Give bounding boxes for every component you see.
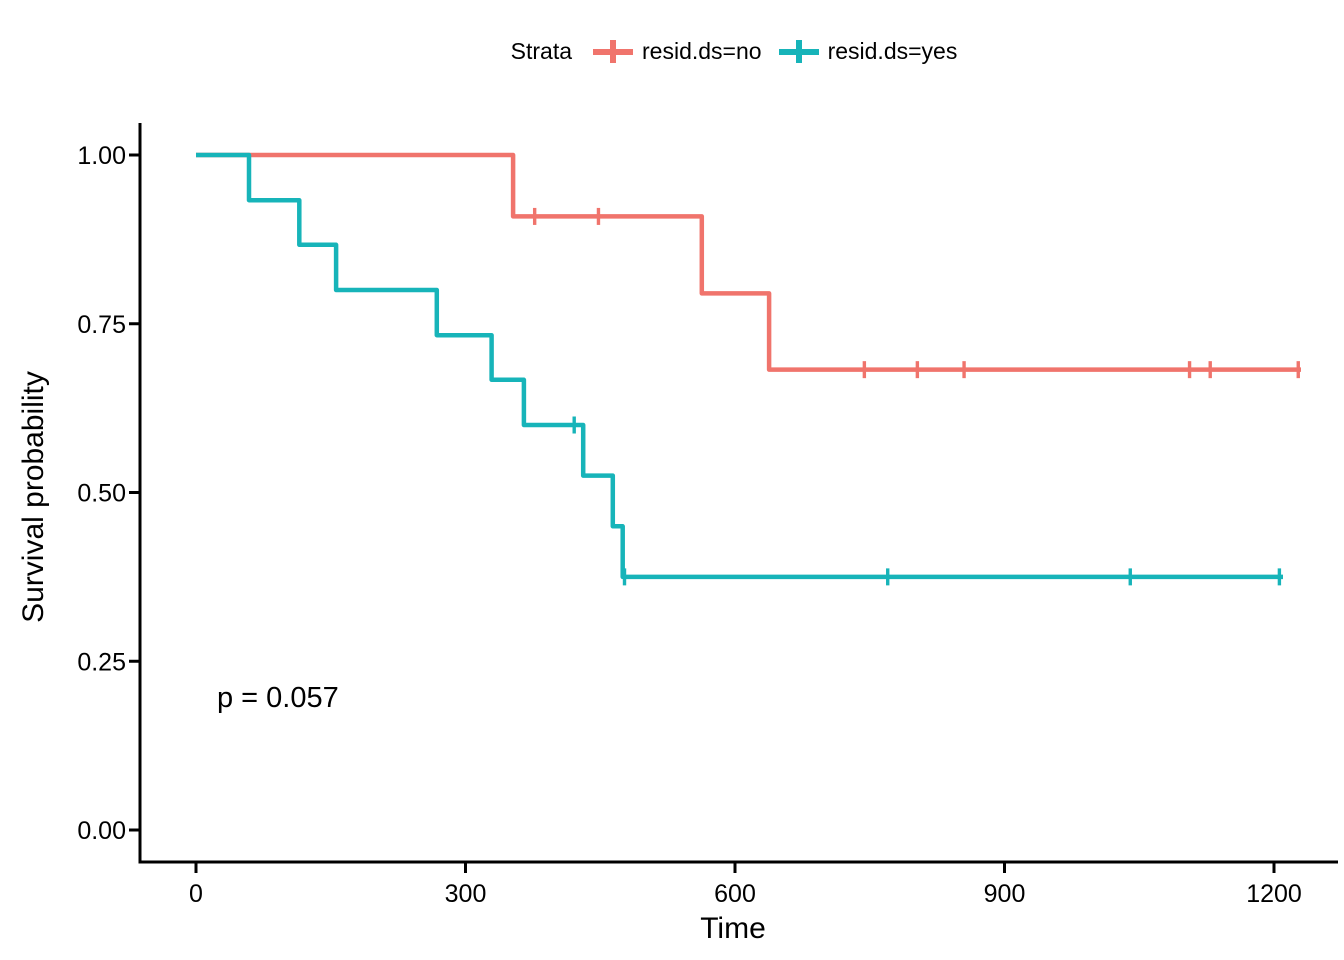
x-tick-label: 1200: [1246, 880, 1302, 908]
legend-title: Strata: [510, 38, 573, 64]
y-tick-label: 1.00: [77, 142, 126, 170]
legend: Strata resid.ds=no resid.ds=yes: [0, 37, 1344, 65]
x-axis-title: Time: [700, 912, 766, 945]
censor-plus-icon: [593, 39, 634, 64]
censor-plus-icon: [778, 39, 819, 64]
axis-lines: [138, 123, 1338, 864]
y-tick-label: 0.50: [77, 480, 126, 508]
legend-item-resid-ds-yes: resid.ds=yes: [778, 37, 958, 65]
legend-item-label: resid.ds=yes: [827, 38, 958, 64]
legend-item-resid-ds-no: resid.ds=no: [593, 37, 762, 65]
x-tick-label: 600: [714, 880, 756, 908]
survival-curve-resid.ds=no: [196, 152, 1301, 372]
p-value-annotation: p = 0.057: [217, 682, 339, 714]
legend-item-label: resid.ds=no: [642, 38, 762, 64]
y-tick-label: 0.25: [77, 648, 126, 676]
x-tick-label: 0: [189, 880, 203, 908]
y-tick-label: 0.75: [77, 311, 126, 339]
y-axis-title: Survival probability: [17, 371, 50, 623]
x-tick-label: 900: [984, 880, 1026, 908]
y-tick-label: 0.00: [77, 817, 126, 845]
survival-curve-resid.ds=yes: [196, 152, 1283, 580]
x-tick-label: 300: [445, 880, 487, 908]
